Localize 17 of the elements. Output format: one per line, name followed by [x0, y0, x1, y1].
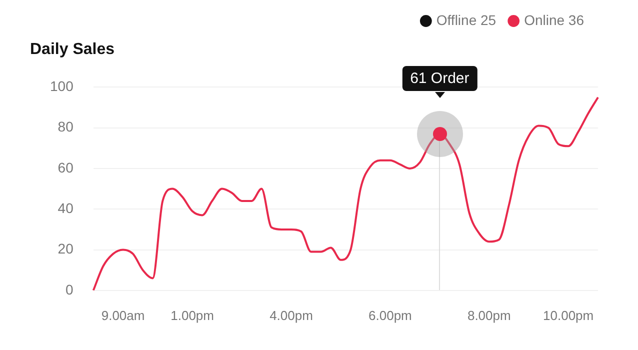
- y-tick-label: 20: [58, 240, 74, 257]
- line-series: [92, 96, 599, 290]
- x-tick-label: 10.00pm: [543, 308, 594, 323]
- chart-title: Daily Sales: [30, 41, 115, 58]
- y-tick-label: 100: [50, 78, 74, 94]
- text: 61 Order: [402, 66, 478, 91]
- x-tick-label: 4.00pm: [270, 308, 313, 323]
- y-tick-label: 60: [58, 159, 74, 176]
- y-tick-label: 0: [66, 281, 74, 298]
- y-tick-label: 40: [58, 200, 74, 216]
- legend-label: Offline 25: [436, 12, 496, 28]
- legend-label: Online 36: [524, 12, 584, 28]
- x-tick-label: 8.00pm: [467, 308, 511, 323]
- x-tick-label: 6.00pm: [368, 308, 412, 323]
- x-tick-label: 1.00pm: [170, 308, 214, 323]
- y-tick-label: 80: [58, 118, 74, 135]
- x-tick-label: 9.00am: [101, 308, 145, 323]
